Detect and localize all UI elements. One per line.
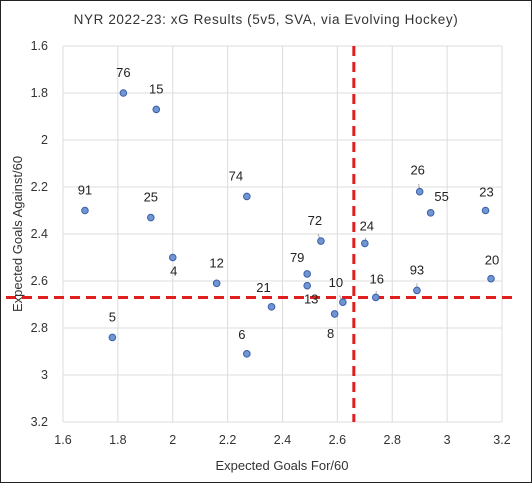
- data-point-4: [168, 253, 177, 262]
- point-label-6: 6: [238, 327, 245, 342]
- data-point-26: [415, 187, 424, 196]
- point-label-13: 13: [304, 292, 318, 307]
- point-label-8: 8: [327, 326, 334, 341]
- data-point-10: [339, 298, 347, 306]
- x-tick-label: 2.2: [219, 433, 236, 447]
- point-label-4: 4: [170, 264, 177, 279]
- point-label-93: 93: [410, 262, 424, 277]
- x-tick-label: 2: [169, 433, 176, 447]
- data-point-24: [361, 239, 369, 248]
- data-point-12: [212, 279, 221, 288]
- data-point-16: [371, 293, 380, 302]
- data-point-23: [481, 206, 490, 215]
- x-tick-label: 1.8: [109, 433, 126, 447]
- data-point-5: [108, 333, 117, 342]
- point-label-12: 12: [209, 255, 223, 270]
- x-tick-label: 3.2: [493, 433, 510, 447]
- tick-labels: 1.6 1.8 2 2.2 2.4 2.6 2.8 3 3.2 1.6 1.8 2 2.2 2.4 2.6 2…: [31, 39, 511, 447]
- data-point-8: [330, 310, 339, 318]
- point-label-72: 72: [308, 213, 322, 228]
- x-tick-label: 3: [444, 433, 451, 447]
- grid: [62, 45, 503, 423]
- point-label-15: 15: [149, 81, 163, 96]
- x-tick-label: 1.6: [54, 433, 71, 447]
- point-label-21: 21: [256, 280, 270, 295]
- x-tick-label: 2.4: [274, 433, 291, 447]
- y-tick-label: 3.2: [31, 415, 48, 429]
- point-label-79: 79: [290, 250, 304, 265]
- point-label-16: 16: [370, 271, 384, 286]
- x-tick-label: 2.6: [329, 433, 346, 447]
- point-labels: 76 15 91 25 4 74 12 5 6 21 72 79 13 10 8 24 16 26 55 93 23 20: [78, 65, 500, 342]
- point-label-55: 55: [434, 189, 448, 204]
- point-label-10: 10: [329, 275, 343, 290]
- y-tick-label: 2.8: [31, 321, 48, 335]
- point-label-23: 23: [479, 185, 493, 200]
- data-point-74: [243, 192, 251, 201]
- x-axis-label: Expected Goals For/60: [216, 458, 349, 473]
- data-points: [81, 89, 495, 358]
- data-point-55: [426, 209, 435, 217]
- point-label-91: 91: [78, 183, 92, 198]
- chart-title: NYR 2022-23: xG Results (5v5, SVA, via E…: [74, 12, 459, 27]
- data-point-25: [147, 213, 155, 222]
- data-point-20: [487, 274, 495, 283]
- x-tick-label: 2.8: [384, 433, 401, 447]
- data-point-15: [152, 105, 161, 114]
- y-tick-label: 1.8: [31, 86, 48, 100]
- y-tick-label: 2.2: [31, 180, 48, 194]
- point-label-26: 26: [410, 163, 424, 178]
- data-point-76: [119, 89, 128, 97]
- point-label-25: 25: [144, 190, 158, 205]
- data-point-79: [303, 270, 311, 278]
- point-label-24: 24: [360, 218, 374, 233]
- y-tick-label: 2.4: [31, 227, 48, 241]
- point-label-74: 74: [229, 168, 243, 183]
- y-axis-label: Expected Goals Against/60: [10, 156, 25, 312]
- y-tick-label: 2: [41, 133, 48, 147]
- y-tick-label: 3: [41, 368, 48, 382]
- point-label-20: 20: [485, 253, 499, 268]
- data-point-13: [303, 281, 311, 290]
- data-point-91: [81, 206, 89, 215]
- reference-lines: [6, 46, 512, 422]
- y-tick-label: 2.6: [31, 274, 48, 288]
- point-label-76: 76: [116, 65, 130, 80]
- data-point-6: [243, 350, 251, 358]
- data-point-72: [317, 237, 325, 245]
- point-label-5: 5: [109, 309, 116, 324]
- data-point-93: [413, 286, 421, 295]
- y-tick-label: 1.6: [31, 39, 48, 53]
- data-point-21: [267, 303, 276, 311]
